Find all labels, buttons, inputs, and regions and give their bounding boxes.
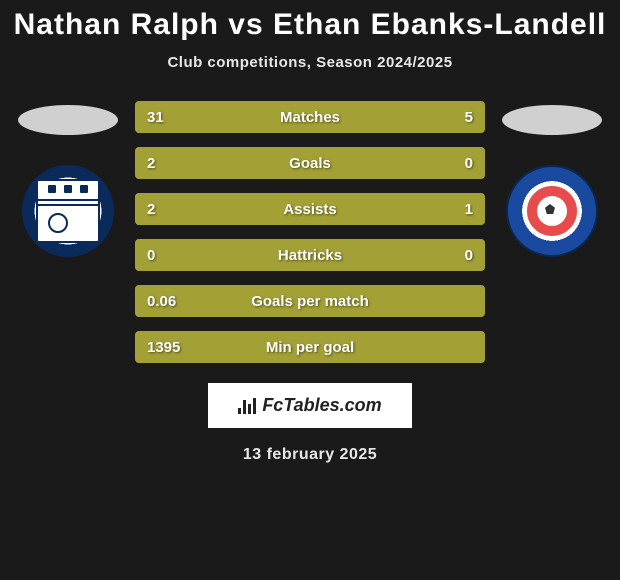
shield-icon: [36, 179, 100, 243]
stat-row: 0 Hattricks 0: [135, 239, 485, 271]
main-content: 31 Matches 5 2 Goals 0 2 Assists 1 0 Hattricks 0 0.0…: [0, 101, 620, 363]
stat-row: 2 Goals 0: [135, 147, 485, 179]
footer-date: 13 february 2025: [243, 446, 377, 464]
stat-row: 1395 Min per goal: [135, 331, 485, 363]
player-right-col: [497, 101, 607, 257]
page-subtitle: Club competitions, Season 2024/2025: [167, 54, 452, 71]
stat-label: Matches: [280, 109, 340, 126]
stat-value-left: 31: [147, 109, 164, 126]
bars-icon: [238, 398, 256, 414]
club-badge-right: [506, 165, 598, 257]
club-badge-left: [22, 165, 114, 257]
page-title: Nathan Ralph vs Ethan Ebanks-Landell: [14, 8, 607, 42]
stat-value-right: 0: [465, 247, 473, 264]
stat-value-right: 1: [465, 201, 473, 218]
stat-value-left: 1395: [147, 339, 180, 356]
comparison-card: Nathan Ralph vs Ethan Ebanks-Landell Clu…: [0, 0, 620, 580]
player-right-photo-placeholder: [502, 105, 602, 135]
stat-value-left: 2: [147, 201, 155, 218]
crest-icon: [525, 184, 579, 238]
stat-label: Assists: [283, 201, 336, 218]
stat-value-right: 5: [465, 109, 473, 126]
stat-value-left: 2: [147, 155, 155, 172]
stat-row: 0.06 Goals per match: [135, 285, 485, 317]
brand-box: FcTables.com: [208, 383, 411, 428]
stat-label: Goals per match: [251, 293, 369, 310]
ball-icon: [48, 213, 68, 233]
stat-label: Hattricks: [278, 247, 342, 264]
player-left-photo-placeholder: [18, 105, 118, 135]
stat-value-left: 0.06: [147, 293, 176, 310]
stat-row: 31 Matches 5: [135, 101, 485, 133]
stat-label: Goals: [289, 155, 331, 172]
stat-value-left: 0: [147, 247, 155, 264]
stat-row: 2 Assists 1: [135, 193, 485, 225]
player-left-col: [13, 101, 123, 257]
stat-label: Min per goal: [266, 339, 354, 356]
ball-icon: [537, 196, 567, 226]
stats-column: 31 Matches 5 2 Goals 0 2 Assists 1 0 Hattricks 0 0.0…: [135, 101, 485, 363]
brand-text: FcTables.com: [262, 395, 381, 416]
stat-value-right: 0: [465, 155, 473, 172]
